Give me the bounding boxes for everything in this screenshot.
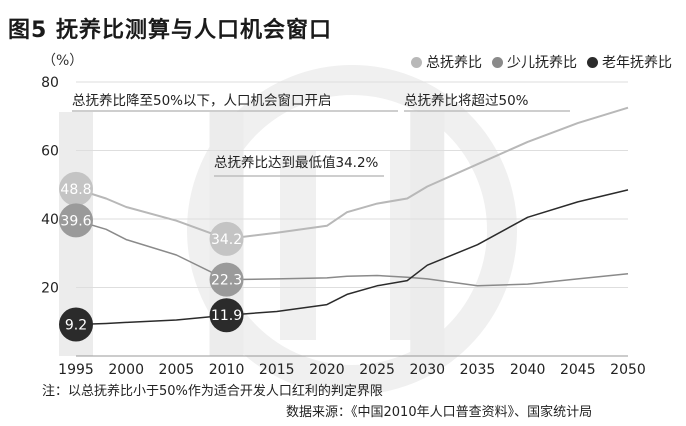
annotation-window-open: 总抚养比降至50%以下，人口机会窗口开启 xyxy=(72,92,332,109)
data-dot-0 xyxy=(59,171,93,206)
legend-label-total: 总抚养比 xyxy=(426,55,482,71)
x-tick-label: 1995 xyxy=(58,362,94,378)
x-tick-label: 2005 xyxy=(159,362,195,378)
data-label-1: 39.6 xyxy=(60,213,91,229)
x-tick-label: 2030 xyxy=(409,362,445,378)
data-dot-5 xyxy=(209,298,244,333)
x-tick-label: 2035 xyxy=(460,362,496,378)
legend-dot-elderly xyxy=(587,56,598,68)
watermark-ring xyxy=(187,65,517,395)
grid-lines xyxy=(76,81,628,288)
data-dot-2 xyxy=(59,307,93,342)
x-tick-label: 2025 xyxy=(359,362,395,378)
watermark-bar-left xyxy=(280,150,316,340)
x-tick-label: 2045 xyxy=(560,362,596,378)
data-labels: 48.8 39.6 9.2 34.2 22.3 11.9 xyxy=(59,171,244,342)
annotations: 总抚养比降至50%以下，人口机会窗口开启 总抚养比达到最低值34.2% 总抚养比… xyxy=(72,92,570,177)
x-tick-label: 2020 xyxy=(309,362,345,378)
data-dot-4 xyxy=(209,262,244,297)
annotation-minimum: 总抚养比达到最低值34.2% xyxy=(214,155,379,171)
legend-label-elderly: 老年抚养比 xyxy=(602,55,672,71)
data-label-3: 34.2 xyxy=(211,232,242,248)
series-line-2 xyxy=(75,189,629,326)
data-label-2: 9.2 xyxy=(65,317,87,333)
legend-dot-total xyxy=(411,56,422,68)
legend-item-youth: 少儿抚养比 xyxy=(492,52,577,72)
highlight-band-2030 xyxy=(410,112,445,356)
series-line-0 xyxy=(75,106,629,240)
y-unit-label: （%） xyxy=(42,53,84,69)
footnote: 注：以总抚养比小于50%作为适合开发人口红利的判定界限 xyxy=(42,384,383,399)
y-tick-label: 60 xyxy=(41,144,59,160)
series-lines xyxy=(75,106,629,326)
y-tick-label: 40 xyxy=(41,212,59,228)
x-tick-label: 2050 xyxy=(610,362,646,378)
legend-label-youth: 少儿抚养比 xyxy=(507,55,577,71)
watermark-logo xyxy=(187,65,517,395)
x-tick-label: 2015 xyxy=(259,362,295,378)
legend-dot-youth xyxy=(492,56,503,68)
x-tick-label: 2040 xyxy=(510,362,546,378)
y-tick-label: 20 xyxy=(41,281,59,297)
data-dot-1 xyxy=(59,203,93,238)
data-label-4: 22.3 xyxy=(211,273,242,289)
chart-title: 图5 抚养比测算与人口机会窗口 xyxy=(8,18,332,43)
legend-item-elderly: 老年抚养比 xyxy=(587,52,672,72)
data-label-5: 11.9 xyxy=(211,308,242,324)
legend: 总抚养比 少儿抚养比 老年抚养比 xyxy=(411,52,672,72)
series-line-1 xyxy=(75,219,629,287)
annotation-exceed: 总抚养比将超过50% xyxy=(404,93,529,109)
source-note: 数据来源：《中国2010年人口普查资料》、国家统计局 xyxy=(286,405,593,420)
data-label-0: 48.8 xyxy=(60,182,91,198)
x-tick-label: 2010 xyxy=(209,362,245,378)
y-tick-label: 80 xyxy=(41,75,59,91)
x-tick-label: 2000 xyxy=(108,362,144,378)
data-dot-3 xyxy=(209,221,244,256)
legend-item-total: 总抚养比 xyxy=(411,52,482,72)
